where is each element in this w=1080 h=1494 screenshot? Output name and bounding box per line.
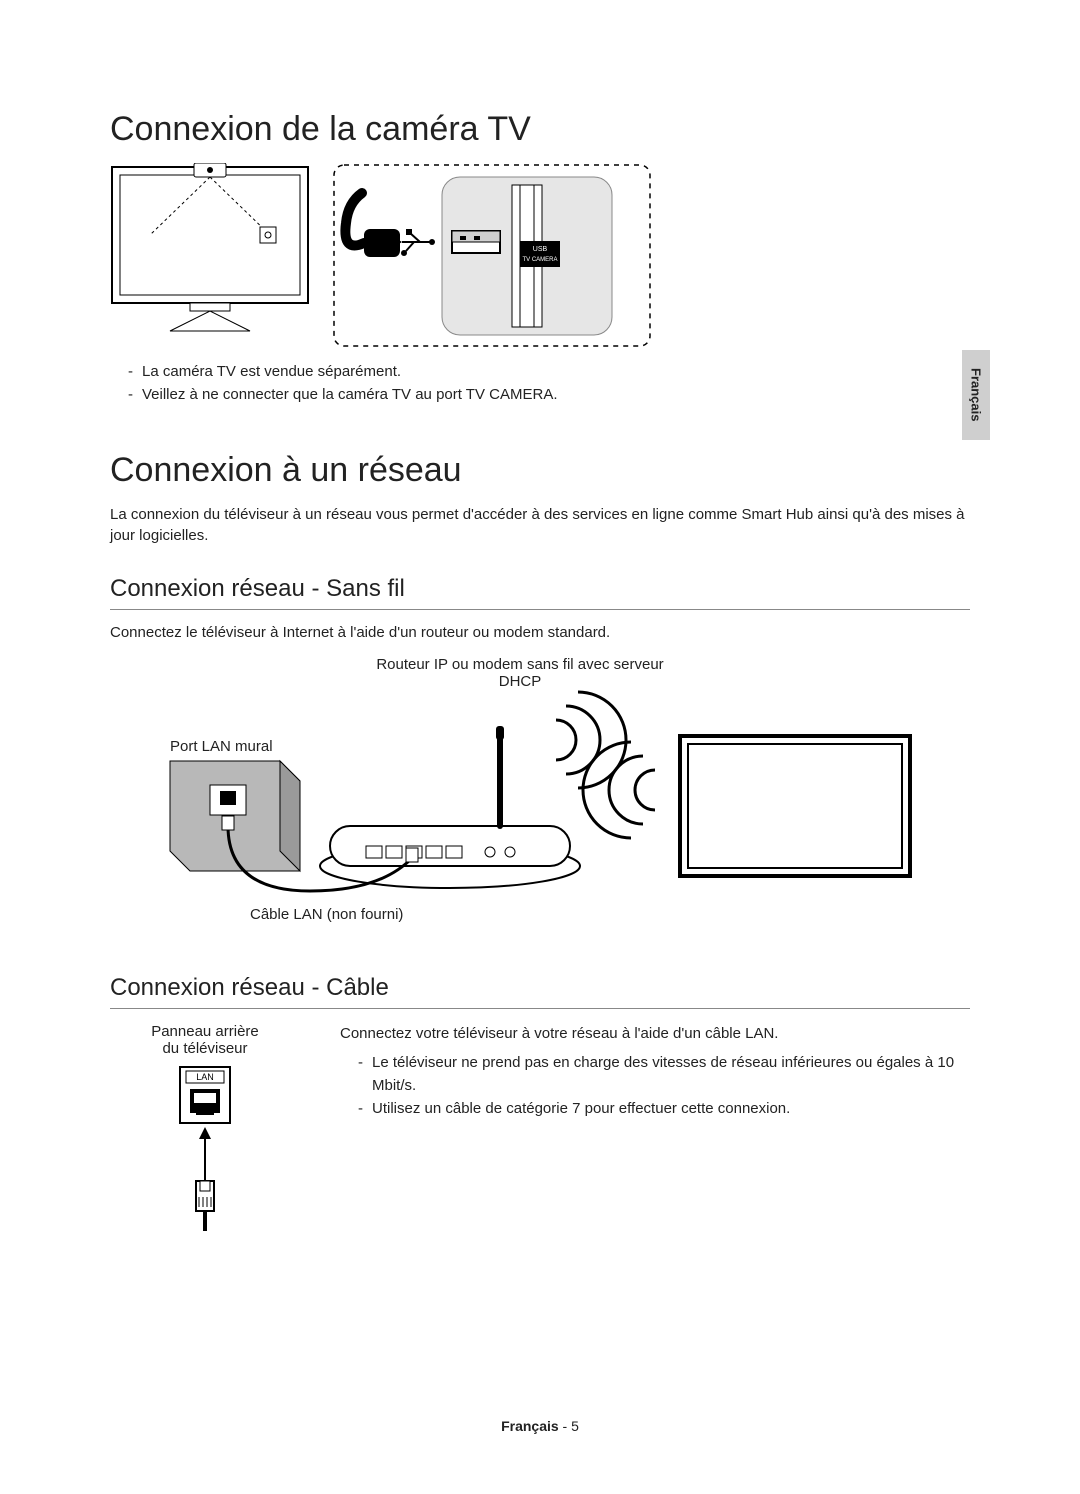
cable-note-item: Le téléviseur ne prend pas en charge des… bbox=[358, 1051, 970, 1098]
section-title-camera: Connexion de la caméra TV bbox=[110, 110, 970, 149]
page: Connexion de la caméra TV bbox=[0, 0, 1080, 1494]
wifi-intro: Connectez le téléviseur à Internet à l'a… bbox=[110, 622, 970, 644]
section-title-network: Connexion à un réseau bbox=[110, 451, 970, 490]
cable-notes-list: Le téléviseur ne prend pas en charge des… bbox=[340, 1051, 970, 1121]
tv-back-label-line1: Panneau arrière bbox=[110, 1023, 300, 1040]
language-tab-label: Français bbox=[969, 368, 984, 421]
camera-note-item: Veillez à ne connecter que la caméra TV … bbox=[128, 383, 970, 406]
svg-text:TV CAMERA: TV CAMERA bbox=[522, 257, 557, 263]
camera-notes-list: La caméra TV est vendue séparément. Veil… bbox=[110, 360, 970, 407]
language-tab: Français bbox=[962, 350, 990, 440]
tv-back-label-line2: du téléviseur bbox=[110, 1040, 300, 1057]
page-footer: Français - 5 bbox=[0, 1418, 1080, 1434]
camera-diagram: USB TV CAMERA bbox=[110, 163, 970, 348]
wifi-diagram: Routeur IP ou modem sans fil avec serveu… bbox=[110, 656, 970, 946]
camera-note-item: La caméra TV est vendue séparément. bbox=[128, 360, 970, 383]
tv-rear-illustration bbox=[110, 163, 310, 333]
footer-language: Français bbox=[501, 1418, 559, 1434]
footer-sep: - bbox=[559, 1418, 571, 1434]
footer-page-number: 5 bbox=[571, 1418, 579, 1434]
svg-text:USB: USB bbox=[533, 246, 548, 253]
divider bbox=[110, 1008, 970, 1009]
cable-section: Panneau arrière du téléviseur LAN bbox=[110, 1023, 970, 1237]
usb-closeup-illustration: USB TV CAMERA bbox=[332, 163, 652, 348]
cable-left-column: Panneau arrière du téléviseur LAN bbox=[110, 1023, 300, 1237]
network-intro: La connexion du téléviseur à un réseau v… bbox=[110, 504, 970, 548]
divider bbox=[110, 609, 970, 610]
cable-note-item: Utilisez un câble de catégorie 7 pour ef… bbox=[358, 1097, 970, 1120]
cable-right-column: Connectez votre téléviseur à votre résea… bbox=[340, 1023, 970, 1237]
cable-intro: Connectez votre téléviseur à votre résea… bbox=[340, 1023, 970, 1045]
lan-port-illustration: LAN bbox=[150, 1063, 260, 1233]
subsection-title-wifi: Connexion réseau - Sans fil bbox=[110, 575, 970, 603]
lan-port-label: LAN bbox=[196, 1072, 214, 1082]
wifi-illustration bbox=[110, 666, 930, 936]
subsection-title-cable: Connexion réseau - Câble bbox=[110, 974, 970, 1002]
